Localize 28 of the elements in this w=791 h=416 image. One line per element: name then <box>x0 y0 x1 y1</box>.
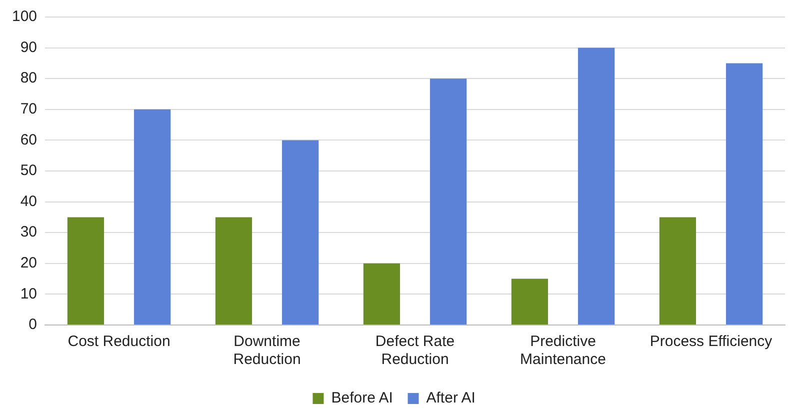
y-tick-label: 10 <box>20 285 38 302</box>
y-tick-label: 100 <box>12 8 38 26</box>
x-tick-label: Downtime Reduction <box>233 333 301 368</box>
x-tick-label: Defect Rate Reduction <box>375 333 455 368</box>
y-tick-label: 0 <box>28 316 38 334</box>
legend-label: After AI <box>426 390 476 407</box>
legend-label: Before AI <box>331 390 393 407</box>
y-tick-label: 50 <box>20 162 38 180</box>
bar <box>659 217 696 324</box>
y-tick-label: 40 <box>20 192 38 210</box>
y-tick-label: 80 <box>20 70 38 87</box>
bar <box>578 48 615 324</box>
y-tick-label: 90 <box>20 38 38 56</box>
bar <box>363 263 400 324</box>
y-tick-label: 20 <box>20 254 38 272</box>
bar <box>511 278 548 324</box>
y-tick-label: 60 <box>20 131 38 148</box>
x-tick-label: Cost Reduction <box>68 333 170 350</box>
bar <box>134 109 171 324</box>
x-tick-label: Process Efficiency <box>650 333 773 350</box>
y-tick-label: 30 <box>20 224 38 241</box>
bar <box>67 217 104 324</box>
bar <box>215 217 252 324</box>
bar <box>282 140 319 324</box>
bar <box>726 63 763 324</box>
x-tick-label: Predictive Maintenance <box>520 333 606 368</box>
y-tick-label: 70 <box>20 100 38 118</box>
bar <box>430 78 467 324</box>
